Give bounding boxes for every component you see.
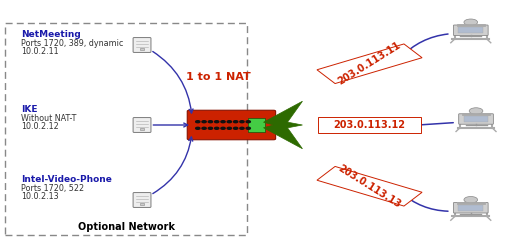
Bar [140,48,144,50]
Circle shape [240,127,244,129]
Text: 10.0.2.11: 10.0.2.11 [21,47,59,56]
Circle shape [215,121,219,123]
FancyBboxPatch shape [459,114,493,124]
Text: Ports 1720, 522: Ports 1720, 522 [21,184,84,193]
Circle shape [215,127,219,129]
Text: 10.0.2.13: 10.0.2.13 [21,192,59,201]
Circle shape [240,121,244,123]
FancyBboxPatch shape [317,44,422,84]
Polygon shape [274,120,302,130]
Circle shape [464,19,478,26]
Text: 203.0.113.13: 203.0.113.13 [336,163,403,210]
FancyBboxPatch shape [317,166,422,206]
Bar [5,22,247,235]
Text: Intel-Video-Phone: Intel-Video-Phone [21,176,112,184]
FancyBboxPatch shape [133,118,151,132]
Circle shape [469,108,483,114]
FancyBboxPatch shape [453,202,488,213]
Text: 203.0.113.12: 203.0.113.12 [333,120,406,130]
Circle shape [464,196,478,203]
Text: Ports 1720, 389, dynamic: Ports 1720, 389, dynamic [21,39,124,48]
Text: Without NAT-T: Without NAT-T [21,114,76,123]
Polygon shape [264,122,302,149]
FancyBboxPatch shape [133,192,151,208]
Bar [140,203,144,205]
Text: 10.0.2.12: 10.0.2.12 [21,122,59,131]
Text: 1 to 1 NAT: 1 to 1 NAT [186,72,251,83]
Text: NetMeeting: NetMeeting [21,30,81,40]
Circle shape [221,127,225,129]
FancyBboxPatch shape [187,110,276,140]
Circle shape [196,121,200,123]
Circle shape [202,127,206,129]
Bar [458,28,483,33]
FancyBboxPatch shape [133,38,151,52]
Circle shape [246,127,250,129]
Circle shape [196,127,200,129]
Circle shape [208,121,213,123]
Polygon shape [264,101,302,128]
Text: 203.0.113.11: 203.0.113.11 [336,40,403,87]
Bar [248,118,265,132]
Circle shape [234,127,238,129]
Bar [458,205,483,210]
Bar [463,116,489,122]
FancyBboxPatch shape [318,117,421,133]
Circle shape [202,121,206,123]
Circle shape [227,121,231,123]
Circle shape [227,127,231,129]
Bar [140,128,144,130]
Circle shape [234,121,238,123]
Text: IKE: IKE [21,106,37,114]
Text: Optional Network: Optional Network [78,222,175,232]
Circle shape [208,127,213,129]
FancyBboxPatch shape [453,25,488,35]
Circle shape [246,121,250,123]
Circle shape [221,121,225,123]
